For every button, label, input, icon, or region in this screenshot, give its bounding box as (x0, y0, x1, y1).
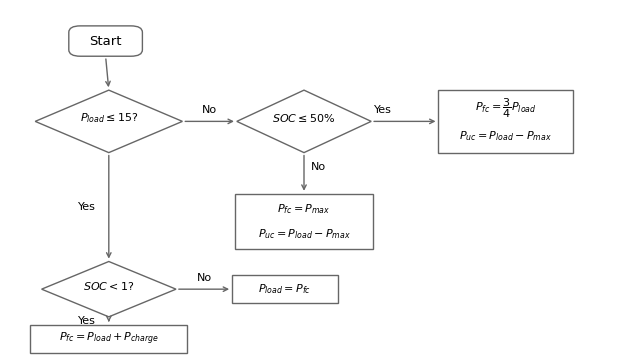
Text: $P_{load} = P_{fc}$: $P_{load} = P_{fc}$ (259, 282, 311, 296)
Text: Yes: Yes (78, 316, 96, 326)
Text: $SOC \leq 50\%$: $SOC \leq 50\%$ (272, 112, 336, 124)
Polygon shape (42, 261, 176, 317)
Text: $P_{fc} = \dfrac{3}{4}P_{load}$: $P_{fc} = \dfrac{3}{4}P_{load}$ (475, 96, 536, 120)
Polygon shape (35, 90, 182, 153)
Text: $P_{fc} = P_{load} + P_{charge}$: $P_{fc} = P_{load} + P_{charge}$ (59, 331, 159, 347)
FancyBboxPatch shape (69, 26, 143, 56)
Text: Start: Start (90, 35, 122, 47)
Text: $P_{uc} = P_{load} - P_{max}$: $P_{uc} = P_{load} - P_{max}$ (459, 130, 552, 143)
Text: Yes: Yes (374, 105, 392, 115)
Bar (31, 325, 187, 353)
Text: $P_{load} \leq 15?$: $P_{load} \leq 15?$ (79, 111, 138, 125)
Bar (438, 90, 573, 153)
Polygon shape (237, 90, 371, 153)
Text: $P_{fc} = P_{max}$: $P_{fc} = P_{max}$ (277, 202, 331, 216)
Bar (236, 193, 372, 249)
Bar (232, 275, 338, 303)
Text: Yes: Yes (78, 202, 96, 212)
Text: $P_{uc} = P_{load} - P_{max}$: $P_{uc} = P_{load} - P_{max}$ (257, 227, 351, 241)
Text: No: No (196, 273, 212, 283)
Text: No: No (202, 105, 217, 115)
Text: $SOC < 1?$: $SOC < 1?$ (83, 280, 134, 292)
Text: No: No (310, 161, 326, 172)
